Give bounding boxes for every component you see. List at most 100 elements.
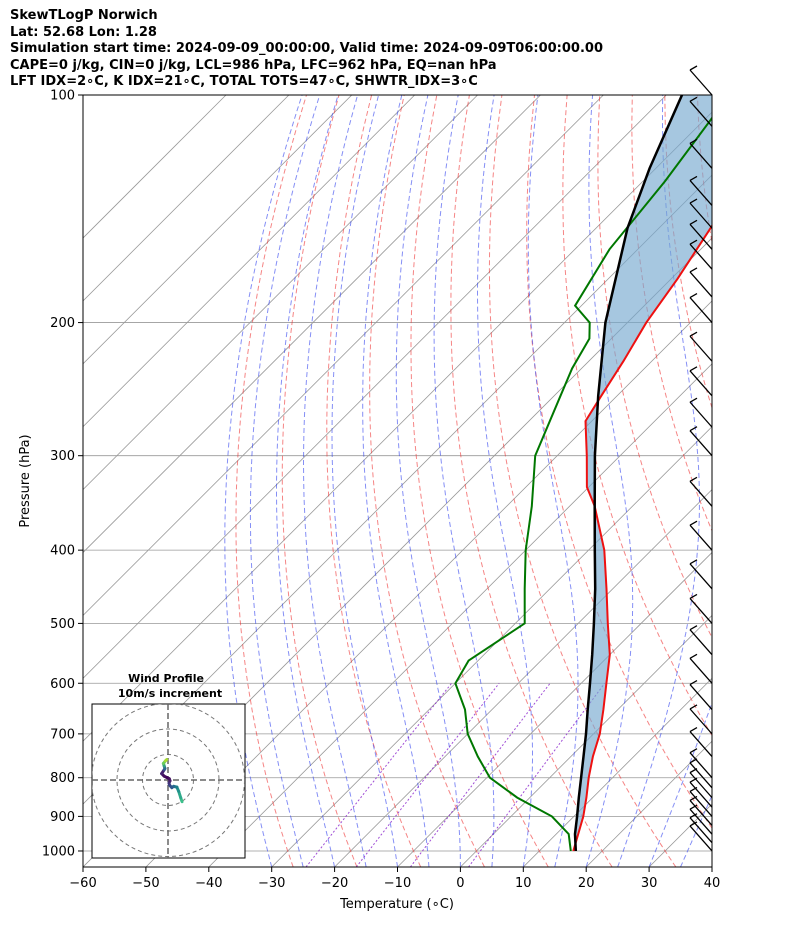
isotherm--150 xyxy=(83,95,290,302)
moist-adiabat xyxy=(276,95,339,867)
y-tick-label: 600 xyxy=(50,677,75,692)
wind-barb xyxy=(689,559,713,590)
y-tick-label: 400 xyxy=(50,544,75,559)
moist-adiabat xyxy=(303,95,367,867)
dry-adiabat xyxy=(369,95,485,867)
wind-barb xyxy=(689,198,713,229)
title-line-location: Lat: 52.68 Lon: 1.28 xyxy=(10,24,157,40)
dry-adiabat xyxy=(410,95,549,867)
wind-barb xyxy=(689,138,713,169)
moist-adiabat xyxy=(224,95,303,867)
wind-barb xyxy=(689,704,713,735)
dry-adiabat xyxy=(326,95,422,867)
wind-barbs xyxy=(689,65,713,852)
isotherm--80 xyxy=(83,111,712,742)
y-tick-label: 800 xyxy=(50,771,75,786)
moist-adiabat xyxy=(527,95,579,867)
moist-adiabat xyxy=(395,95,461,867)
wind-barb xyxy=(689,175,713,206)
y-axis-label: Pressure (hPa) xyxy=(18,434,33,527)
y-tick-label: 300 xyxy=(50,449,75,464)
axis-ticks: −60 −50 −40 −30 −20 −10 0 10 20 30 40 1000 900 800 700… xyxy=(42,89,720,892)
wind-barb xyxy=(689,777,713,808)
wind-barb xyxy=(689,476,713,507)
wind-barb xyxy=(689,65,713,96)
title-line-cape: CAPE=0 j/kg, CIN=0 j/kg, LCL=986 hPa, LF… xyxy=(10,57,497,73)
x-tick-label: −10 xyxy=(384,876,411,891)
hodograph-segment xyxy=(163,758,169,763)
isotherm--140 xyxy=(83,95,353,365)
cape-shading xyxy=(573,95,712,851)
hodograph-title: Wind Profile xyxy=(128,672,204,685)
isotherm-10 xyxy=(523,677,712,867)
x-tick-label: 20 xyxy=(578,876,595,891)
isotherm--100 xyxy=(83,95,604,616)
isotherm--50 xyxy=(145,300,712,867)
wind-barb xyxy=(689,219,713,250)
mixing-ratio-line xyxy=(409,682,551,867)
wind-barb xyxy=(689,331,713,362)
wind-barb xyxy=(689,267,713,298)
hodograph-inset: Wind Profile 10m/s increment xyxy=(91,672,246,859)
wind-barb xyxy=(689,821,713,852)
hodograph-ring xyxy=(92,704,245,857)
x-tick-label: 30 xyxy=(641,876,658,891)
x-tick-label: 40 xyxy=(704,876,721,891)
wind-barb xyxy=(689,426,713,457)
parcel-profile xyxy=(573,95,684,852)
y-tick-label: 500 xyxy=(50,617,75,632)
dry-adiabat xyxy=(450,95,613,867)
moist-adiabat xyxy=(617,95,701,867)
hodograph-subtitle: 10m/s increment xyxy=(118,687,222,700)
dry-adiabat xyxy=(597,95,712,639)
wind-barb xyxy=(689,397,713,428)
isotherm-0 xyxy=(460,614,712,867)
dewpoint-profile xyxy=(454,116,712,852)
dry-adiabat xyxy=(763,95,794,867)
y-tick-label: 700 xyxy=(50,727,75,742)
wind-barb xyxy=(689,366,713,397)
y-tick-label: 200 xyxy=(50,316,75,331)
x-tick-label: −50 xyxy=(132,876,159,891)
wind-barb xyxy=(689,239,713,270)
x-tick-label: −40 xyxy=(195,876,222,891)
isotherm--90 xyxy=(83,95,667,679)
isotherm--110 xyxy=(83,95,541,554)
moist-adiabat xyxy=(585,95,634,867)
moist-adiabat xyxy=(477,95,533,867)
title-line-indices: LFT IDX=2∘C, K IDX=21∘C, TOTAL TOTS=47∘C… xyxy=(10,74,478,89)
wind-barb xyxy=(689,593,713,624)
x-tick-label: −60 xyxy=(69,876,96,891)
series-layer xyxy=(454,95,712,852)
title-block: SkewTLogP Norwich Lat: 52.68 Lon: 1.28 S… xyxy=(10,8,603,91)
isotherm--10 xyxy=(397,551,712,867)
grid-layer xyxy=(83,95,794,867)
moist-adiabat xyxy=(331,95,398,867)
wind-barb xyxy=(689,96,713,127)
dry-adiabat xyxy=(281,95,358,867)
wind-barb xyxy=(689,813,713,844)
isotherm--20 xyxy=(334,489,712,867)
x-axis-label: Temperature (∘C) xyxy=(339,897,454,912)
isotherm--120 xyxy=(83,95,478,491)
title-line-station: SkewTLogP Norwich xyxy=(10,8,158,23)
wind-barb xyxy=(689,726,713,757)
x-tick-label: −30 xyxy=(258,876,285,891)
dry-adiabat xyxy=(562,95,712,737)
dry-adiabat xyxy=(488,95,677,867)
y-tick-label: 1000 xyxy=(42,844,75,859)
wind-barb xyxy=(689,293,713,324)
moist-adiabat xyxy=(362,95,430,867)
moist-adiabat xyxy=(711,865,712,867)
x-tick-label: −20 xyxy=(321,876,348,891)
dry-adiabat xyxy=(235,95,307,867)
temperature-profile xyxy=(572,224,712,852)
wind-barb xyxy=(689,520,713,551)
mixing-ratio-line xyxy=(355,682,500,867)
moist-adiabat xyxy=(249,95,321,867)
wind-barb xyxy=(689,748,713,779)
isotherm--30 xyxy=(271,426,712,867)
x-tick-label: 10 xyxy=(515,876,532,891)
y-tick-label: 100 xyxy=(50,89,75,104)
